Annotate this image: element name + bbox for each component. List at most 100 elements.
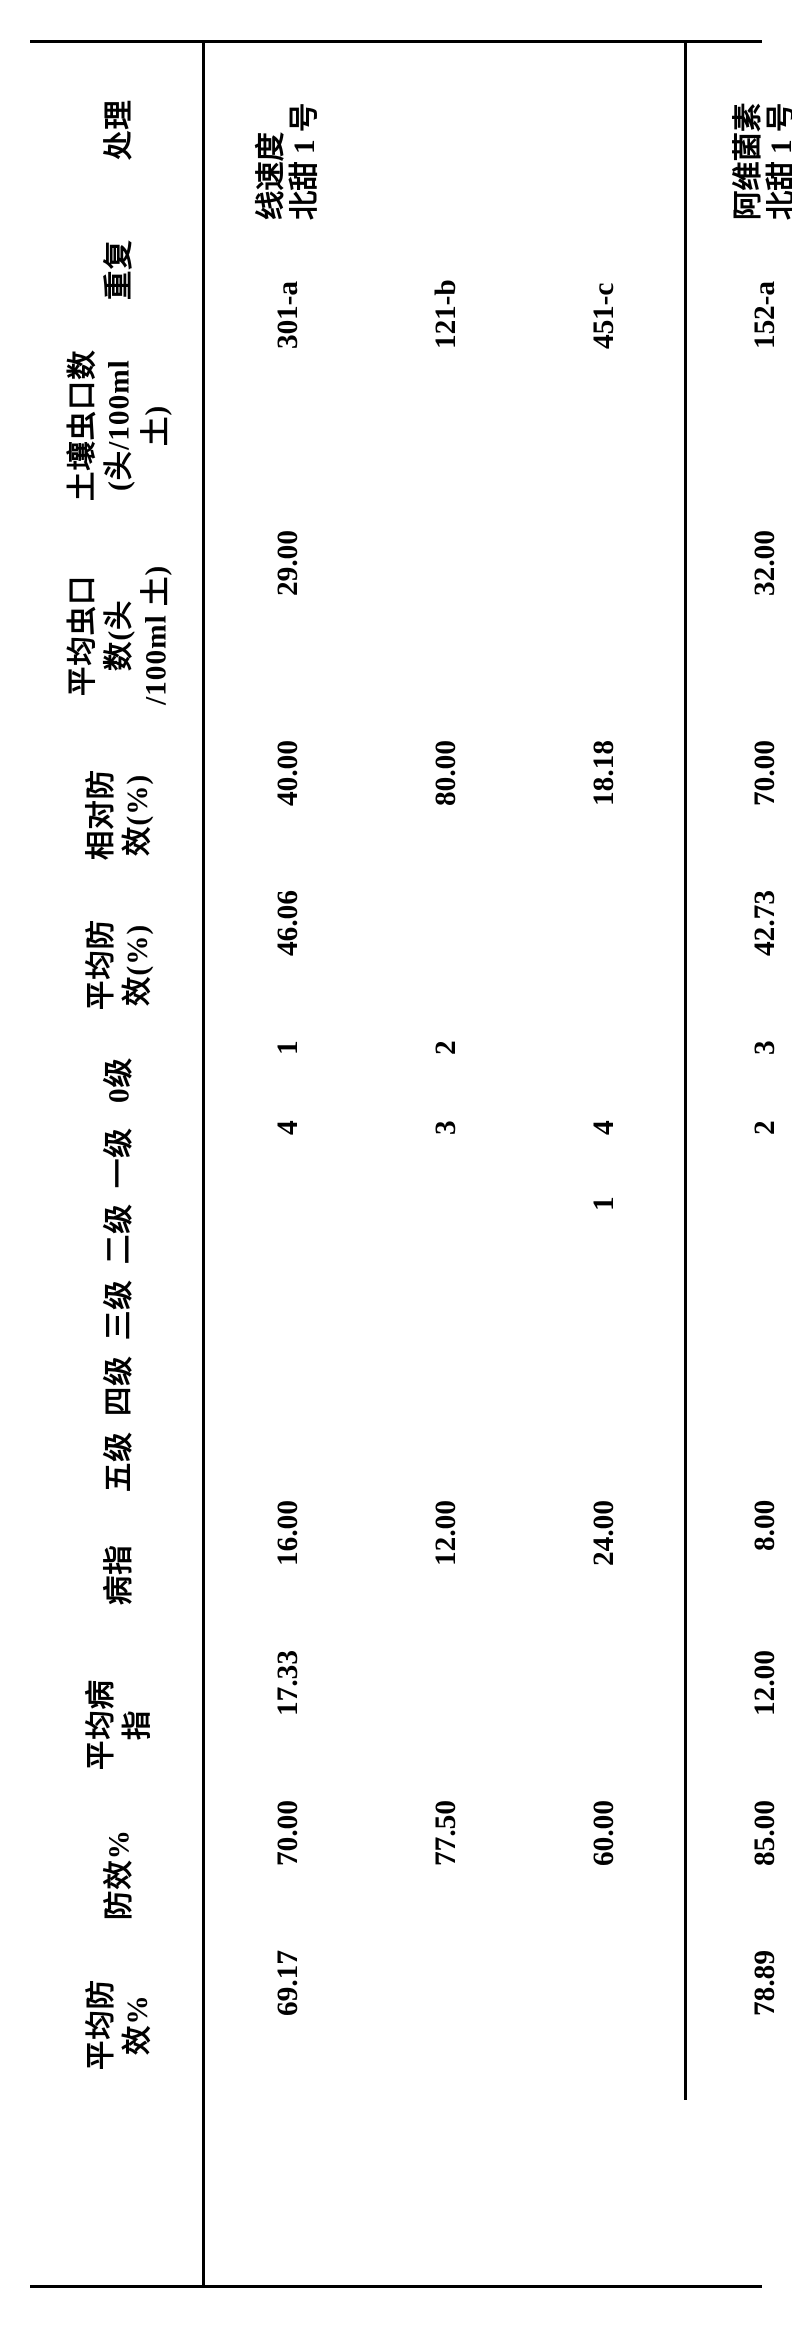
cell-soil_count: 45 bbox=[526, 318, 684, 532]
cell-rel_eff: 18.18 bbox=[526, 738, 684, 892]
cell-avg_eff2 bbox=[526, 1948, 684, 2102]
col-header-soil_count: 土壤虫口数(头/100ml土) bbox=[30, 314, 210, 536]
cells-avg_eff1: 46.0642.7369.66 bbox=[210, 890, 792, 1040]
column-avg_count: 平均虫口数(头/100ml 土)29.0032.0016.0055.00 bbox=[30, 530, 762, 740]
cell-g1: 3 bbox=[368, 1118, 526, 1198]
cell-avg_di bbox=[368, 1648, 526, 1802]
column-g4: 四级11 bbox=[30, 1348, 762, 1424]
cell-g5 bbox=[368, 1422, 526, 1502]
table-body: 处理线速度北甜 1 号阿维菌素北甜 1 号本发明的茶枯北甜 1 号氰氨化钙北甜 … bbox=[30, 40, 762, 2288]
col-header-di: 病指 bbox=[30, 1494, 210, 1656]
cell-g4 bbox=[210, 1346, 368, 1426]
cells-avg_count: 29.0032.0016.0055.00 bbox=[210, 530, 792, 740]
cell-di: 12.00 bbox=[368, 1498, 526, 1652]
col-header-treatment: 处理 bbox=[30, 34, 210, 226]
cell-g3 bbox=[526, 1270, 684, 1350]
cell-treatment bbox=[526, 38, 684, 222]
cell-soil_count: 30 bbox=[210, 318, 368, 532]
cell-rel_eff: 40.00 bbox=[210, 738, 368, 892]
cell-g2 bbox=[210, 1194, 368, 1274]
cell-g5 bbox=[526, 1422, 684, 1502]
cell-g3 bbox=[210, 1270, 368, 1350]
cell-di: 8.00 bbox=[687, 1498, 792, 1652]
cell-avg_count bbox=[368, 528, 526, 742]
cell-avg_eff2: 78.89 bbox=[687, 1948, 792, 2102]
col-header-g4: 四级 bbox=[30, 1342, 210, 1430]
cells-soil_count: 30124515364524420506055 bbox=[210, 320, 792, 530]
column-g5: 五级 bbox=[30, 1424, 762, 1500]
cell-avg_eff1 bbox=[368, 888, 526, 1042]
cells-eff2: 70.0077.5060.0085.0085.0066.6762.5090.63… bbox=[210, 1800, 792, 1950]
column-g3: 三级113 bbox=[30, 1272, 762, 1348]
cell-treatment bbox=[368, 38, 526, 222]
cell-treatment: 线速度北甜 1 号 bbox=[210, 38, 368, 222]
column-rep: 重复1-a1-b1-c2-a2-b2-c3-a3-b3-c5-a5-b5-c bbox=[30, 220, 762, 320]
column-di: 病指16.0012.0024.008.008.0020.0020.005.001… bbox=[30, 1500, 762, 1650]
column-treatment: 处理线速度北甜 1 号阿维菌素北甜 1 号本发明的茶枯北甜 1 号氰氨化钙北甜 … bbox=[30, 40, 762, 220]
column-avg_eff2: 平均防效%69.1778.8975.49 bbox=[30, 1950, 762, 2100]
cell-avg_count: 32.00 bbox=[687, 528, 792, 742]
cell-rep: 2-a bbox=[687, 218, 792, 322]
col-header-rel_eff: 相对防效(%) bbox=[30, 734, 210, 896]
cells-rep: 1-a1-b1-c2-a2-b2-c3-a3-b3-c5-a5-b5-c bbox=[210, 220, 792, 320]
cell-g0: 3 bbox=[687, 1038, 792, 1122]
cell-g1: 4 bbox=[526, 1118, 684, 1198]
cells-g4: 11 bbox=[210, 1348, 792, 1424]
cell-eff2: 77.50 bbox=[368, 1798, 526, 1952]
cell-rel_eff: 70.00 bbox=[687, 738, 792, 892]
cell-g4 bbox=[687, 1346, 792, 1426]
column-g0: 0级1233132 bbox=[30, 1040, 762, 1120]
cells-avg_eff2: 69.1778.8975.49 bbox=[210, 1950, 792, 2100]
cell-g5 bbox=[210, 1422, 368, 1502]
column-rel_eff: 相对防效(%)40.0080.0018.1870.0040.0018.1852.… bbox=[30, 740, 762, 890]
column-soil_count: 土壤虫口数(头/100ml土)30124515364524420506055 bbox=[30, 320, 762, 530]
cell-g4 bbox=[368, 1346, 526, 1426]
cell-avg_eff1 bbox=[526, 888, 684, 1042]
col-header-rep: 重复 bbox=[30, 214, 210, 326]
col-header-avg_count: 平均虫口数(头/100ml 土) bbox=[30, 524, 210, 746]
cell-g0: 1 bbox=[210, 1038, 368, 1122]
cell-g0 bbox=[526, 1038, 684, 1122]
cell-avg_di: 17.33 bbox=[210, 1648, 368, 1802]
cell-g1: 2 bbox=[687, 1118, 792, 1198]
cell-g2: 1 bbox=[526, 1194, 684, 1274]
cell-g2 bbox=[687, 1194, 792, 1274]
col-header-avg_di: 平均病指 bbox=[30, 1644, 210, 1806]
cell-avg_count bbox=[526, 528, 684, 742]
col-header-g0: 0级 bbox=[30, 1034, 210, 1126]
cell-rep: 1-b bbox=[368, 218, 526, 322]
cell-di: 16.00 bbox=[210, 1498, 368, 1652]
cells-g1: 43422351211 bbox=[210, 1120, 792, 1196]
cell-rep: 1-c bbox=[526, 218, 684, 322]
col-header-g1: 一级 bbox=[30, 1114, 210, 1202]
cell-g5 bbox=[687, 1422, 792, 1502]
cell-soil_count: 12 bbox=[368, 318, 526, 532]
cells-g3: 113 bbox=[210, 1272, 792, 1348]
cells-avg_di: 17.3312.0013.6755.56 bbox=[210, 1650, 792, 1800]
page: 处理线速度北甜 1 号阿维菌素北甜 1 号本发明的茶枯北甜 1 号氰氨化钙北甜 … bbox=[0, 0, 792, 2328]
cell-di: 24.00 bbox=[526, 1498, 684, 1652]
cell-rel_eff: 80.00 bbox=[368, 738, 526, 892]
header-body-separator bbox=[202, 40, 205, 2288]
col-header-g5: 五级 bbox=[30, 1418, 210, 1506]
cell-avg_count: 29.00 bbox=[210, 528, 368, 742]
cell-avg_eff1: 42.73 bbox=[687, 888, 792, 1042]
cell-g3 bbox=[368, 1270, 526, 1350]
col-header-avg_eff2: 平均防效% bbox=[30, 1944, 210, 2106]
cell-g0: 2 bbox=[368, 1038, 526, 1122]
col-header-avg_eff1: 平均防效(%) bbox=[30, 884, 210, 1046]
cells-treatment: 线速度北甜 1 号阿维菌素北甜 1 号本发明的茶枯北甜 1 号氰氨化钙北甜 5 … bbox=[210, 40, 792, 220]
column-g2: 二级111 bbox=[30, 1196, 762, 1272]
cell-g4 bbox=[526, 1346, 684, 1426]
column-eff2: 防效%70.0077.5060.0085.0085.0066.6762.5090… bbox=[30, 1800, 762, 1950]
column-g1: 一级43422351211 bbox=[30, 1120, 762, 1196]
column-avg_eff1: 平均防效(%)46.0642.7369.66 bbox=[30, 890, 762, 1040]
cell-eff2: 60.00 bbox=[526, 1798, 684, 1952]
cell-avg_eff2 bbox=[368, 1948, 526, 2102]
cell-g2 bbox=[368, 1194, 526, 1274]
col-header-g2: 二级 bbox=[30, 1190, 210, 1278]
cell-avg_di: 12.00 bbox=[687, 1648, 792, 1802]
cells-g5 bbox=[210, 1424, 792, 1500]
cells-rel_eff: 40.0080.0018.1870.0040.0018.1852.0093.33… bbox=[210, 740, 792, 890]
col-header-eff2: 防效% bbox=[30, 1794, 210, 1956]
